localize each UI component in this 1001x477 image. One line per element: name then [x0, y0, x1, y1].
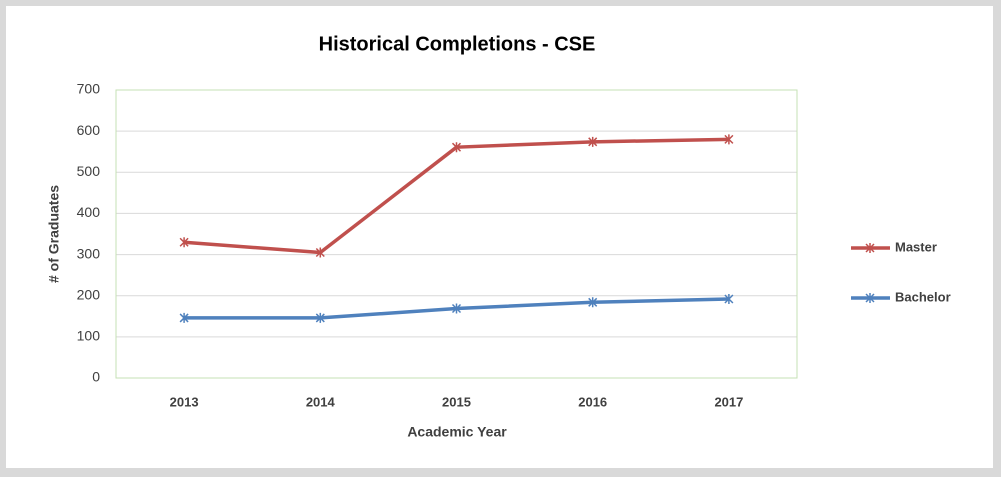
chart-background	[6, 6, 993, 468]
x-tick-label: 2014	[306, 394, 336, 409]
x-tick-label: 2017	[714, 394, 743, 409]
point-marker	[451, 303, 462, 314]
point-marker	[179, 237, 189, 248]
y-tick-label: 100	[77, 328, 101, 344]
point-marker	[724, 134, 734, 145]
y-tick-label: 500	[77, 163, 101, 179]
point-marker	[588, 297, 598, 308]
chart-title: Historical Completions - CSE	[319, 33, 596, 55]
y-tick-label: 600	[77, 122, 101, 138]
legend-marker	[865, 243, 875, 253]
legend-marker	[865, 293, 875, 303]
y-tick-label: 200	[77, 286, 101, 302]
y-tick-label: 0	[92, 369, 100, 385]
y-tick-label: 300	[77, 245, 101, 261]
legend-label: Bachelor	[895, 289, 951, 304]
x-tick-label: 2016	[578, 394, 607, 409]
legend-label: Master	[895, 239, 937, 254]
x-tick-label: 2013	[170, 394, 199, 409]
point-marker	[315, 312, 325, 323]
y-axis-label: # of Graduates	[46, 185, 62, 283]
plot-border	[115, 89, 798, 379]
point-marker	[179, 312, 189, 323]
x-axis-label: Academic Year	[407, 424, 507, 440]
point-marker	[724, 294, 734, 305]
y-tick-label: 400	[77, 204, 101, 220]
point-marker	[451, 142, 462, 153]
x-tick-label: 2015	[442, 394, 471, 409]
point-marker	[588, 136, 598, 147]
point-marker	[315, 247, 325, 258]
y-tick-label: 700	[77, 81, 101, 97]
